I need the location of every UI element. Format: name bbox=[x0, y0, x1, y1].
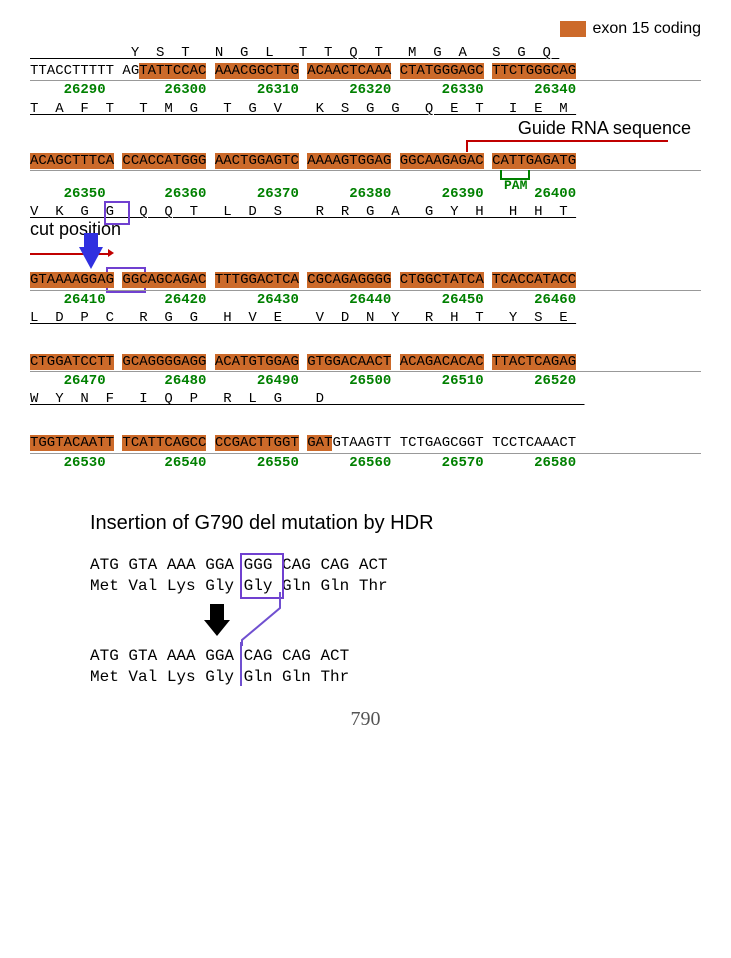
guide-rna-line bbox=[466, 140, 668, 152]
nucleotide-row: GTAAAAGGAG GGCAGCAGAC TTTGGACTCA CGCAGAG… bbox=[30, 271, 701, 290]
legend-swatch bbox=[560, 21, 586, 37]
aa-row-top: Y S T N G L T T Q T M G A S G Q bbox=[30, 44, 701, 62]
cut-arrow-icon bbox=[79, 247, 103, 269]
aa-row-bottom: L D P C R G G H V E V D N Y R H T Y S E bbox=[30, 309, 701, 327]
sequence-block: Y S T N G L T T Q T M G A S G Q TTACCTTT… bbox=[30, 44, 701, 118]
hdr-pointer-icon bbox=[90, 586, 310, 646]
sequence-block: TGGTACAATT TCATTCAGCC CCGACTTGGT GATGTAA… bbox=[30, 434, 701, 471]
nucleotide-row: ACAGCTTTCA CCACCATGGG AACTGGAGTC AAAAGTG… bbox=[30, 152, 701, 171]
position-row: 26410 26420 26430 26440 26450 26460 bbox=[30, 291, 701, 309]
cut-arrow-stem-icon bbox=[84, 233, 98, 247]
position-row: 26290 26300 26310 26320 26330 26340 bbox=[30, 81, 701, 99]
position-row: 26470 26480 26490 26500 26510 26520 bbox=[30, 372, 701, 390]
guide-arrow-head-icon bbox=[108, 249, 114, 257]
page-number: 790 bbox=[30, 708, 701, 731]
hdr-title: Insertion of G790 del mutation by HDR bbox=[90, 512, 701, 535]
hdr-after-aa: Met Val Lys Gly Gln Gln Thr bbox=[90, 667, 349, 688]
hdr-before-nt: ATG GTA AAA GGA GGG CAG CAG ACT bbox=[90, 555, 388, 576]
sequence-block: CTGGATCCTT GCAGGGGAGG ACATGTGGAG GTGGACA… bbox=[30, 353, 701, 409]
legend: exon 15 coding bbox=[30, 20, 701, 38]
hdr-deletion-site-marker bbox=[240, 642, 242, 686]
sequence-block: Guide RNA sequenceACAGCTTTCA CCACCATGGG … bbox=[30, 144, 701, 222]
aa-row-bottom: T A F T T M G T G V K S G G Q E T I E M bbox=[30, 100, 701, 118]
aa-row-bottom: V K G G Q Q T L D S R R G A G Y H H H T bbox=[30, 203, 701, 221]
nucleotide-row: CTGGATCCTT GCAGGGGAGG ACATGTGGAG GTGGACA… bbox=[30, 353, 701, 372]
nucleotide-row: TGGTACAATT TCATTCAGCC CCGACTTGGT GATGTAA… bbox=[30, 434, 701, 453]
nucleotide-row: TTACCTTTTT AGTATTCCAC AAACGGCTTG ACAACTC… bbox=[30, 62, 701, 81]
sequence-block: cut positionGTAAAAGGAG GGCAGCAGAC TTTGGA… bbox=[30, 247, 701, 327]
hdr-section: Insertion of G790 del mutation by HDR AT… bbox=[90, 512, 701, 688]
hdr-after-nt: ATG GTA AAA GGA CAG CAG ACT bbox=[90, 646, 349, 667]
legend-label: exon 15 coding bbox=[592, 20, 701, 38]
aa-row-bottom: W Y N F I Q P R L G D bbox=[30, 390, 701, 408]
position-row: 26350 26360 26370 26380 26390 26400 bbox=[30, 185, 701, 203]
cut-position-label: cut position bbox=[30, 219, 121, 240]
position-row: 26530 26540 26550 26560 26570 26580 bbox=[30, 454, 701, 472]
guide-rna-label: Guide RNA sequence bbox=[518, 118, 691, 139]
